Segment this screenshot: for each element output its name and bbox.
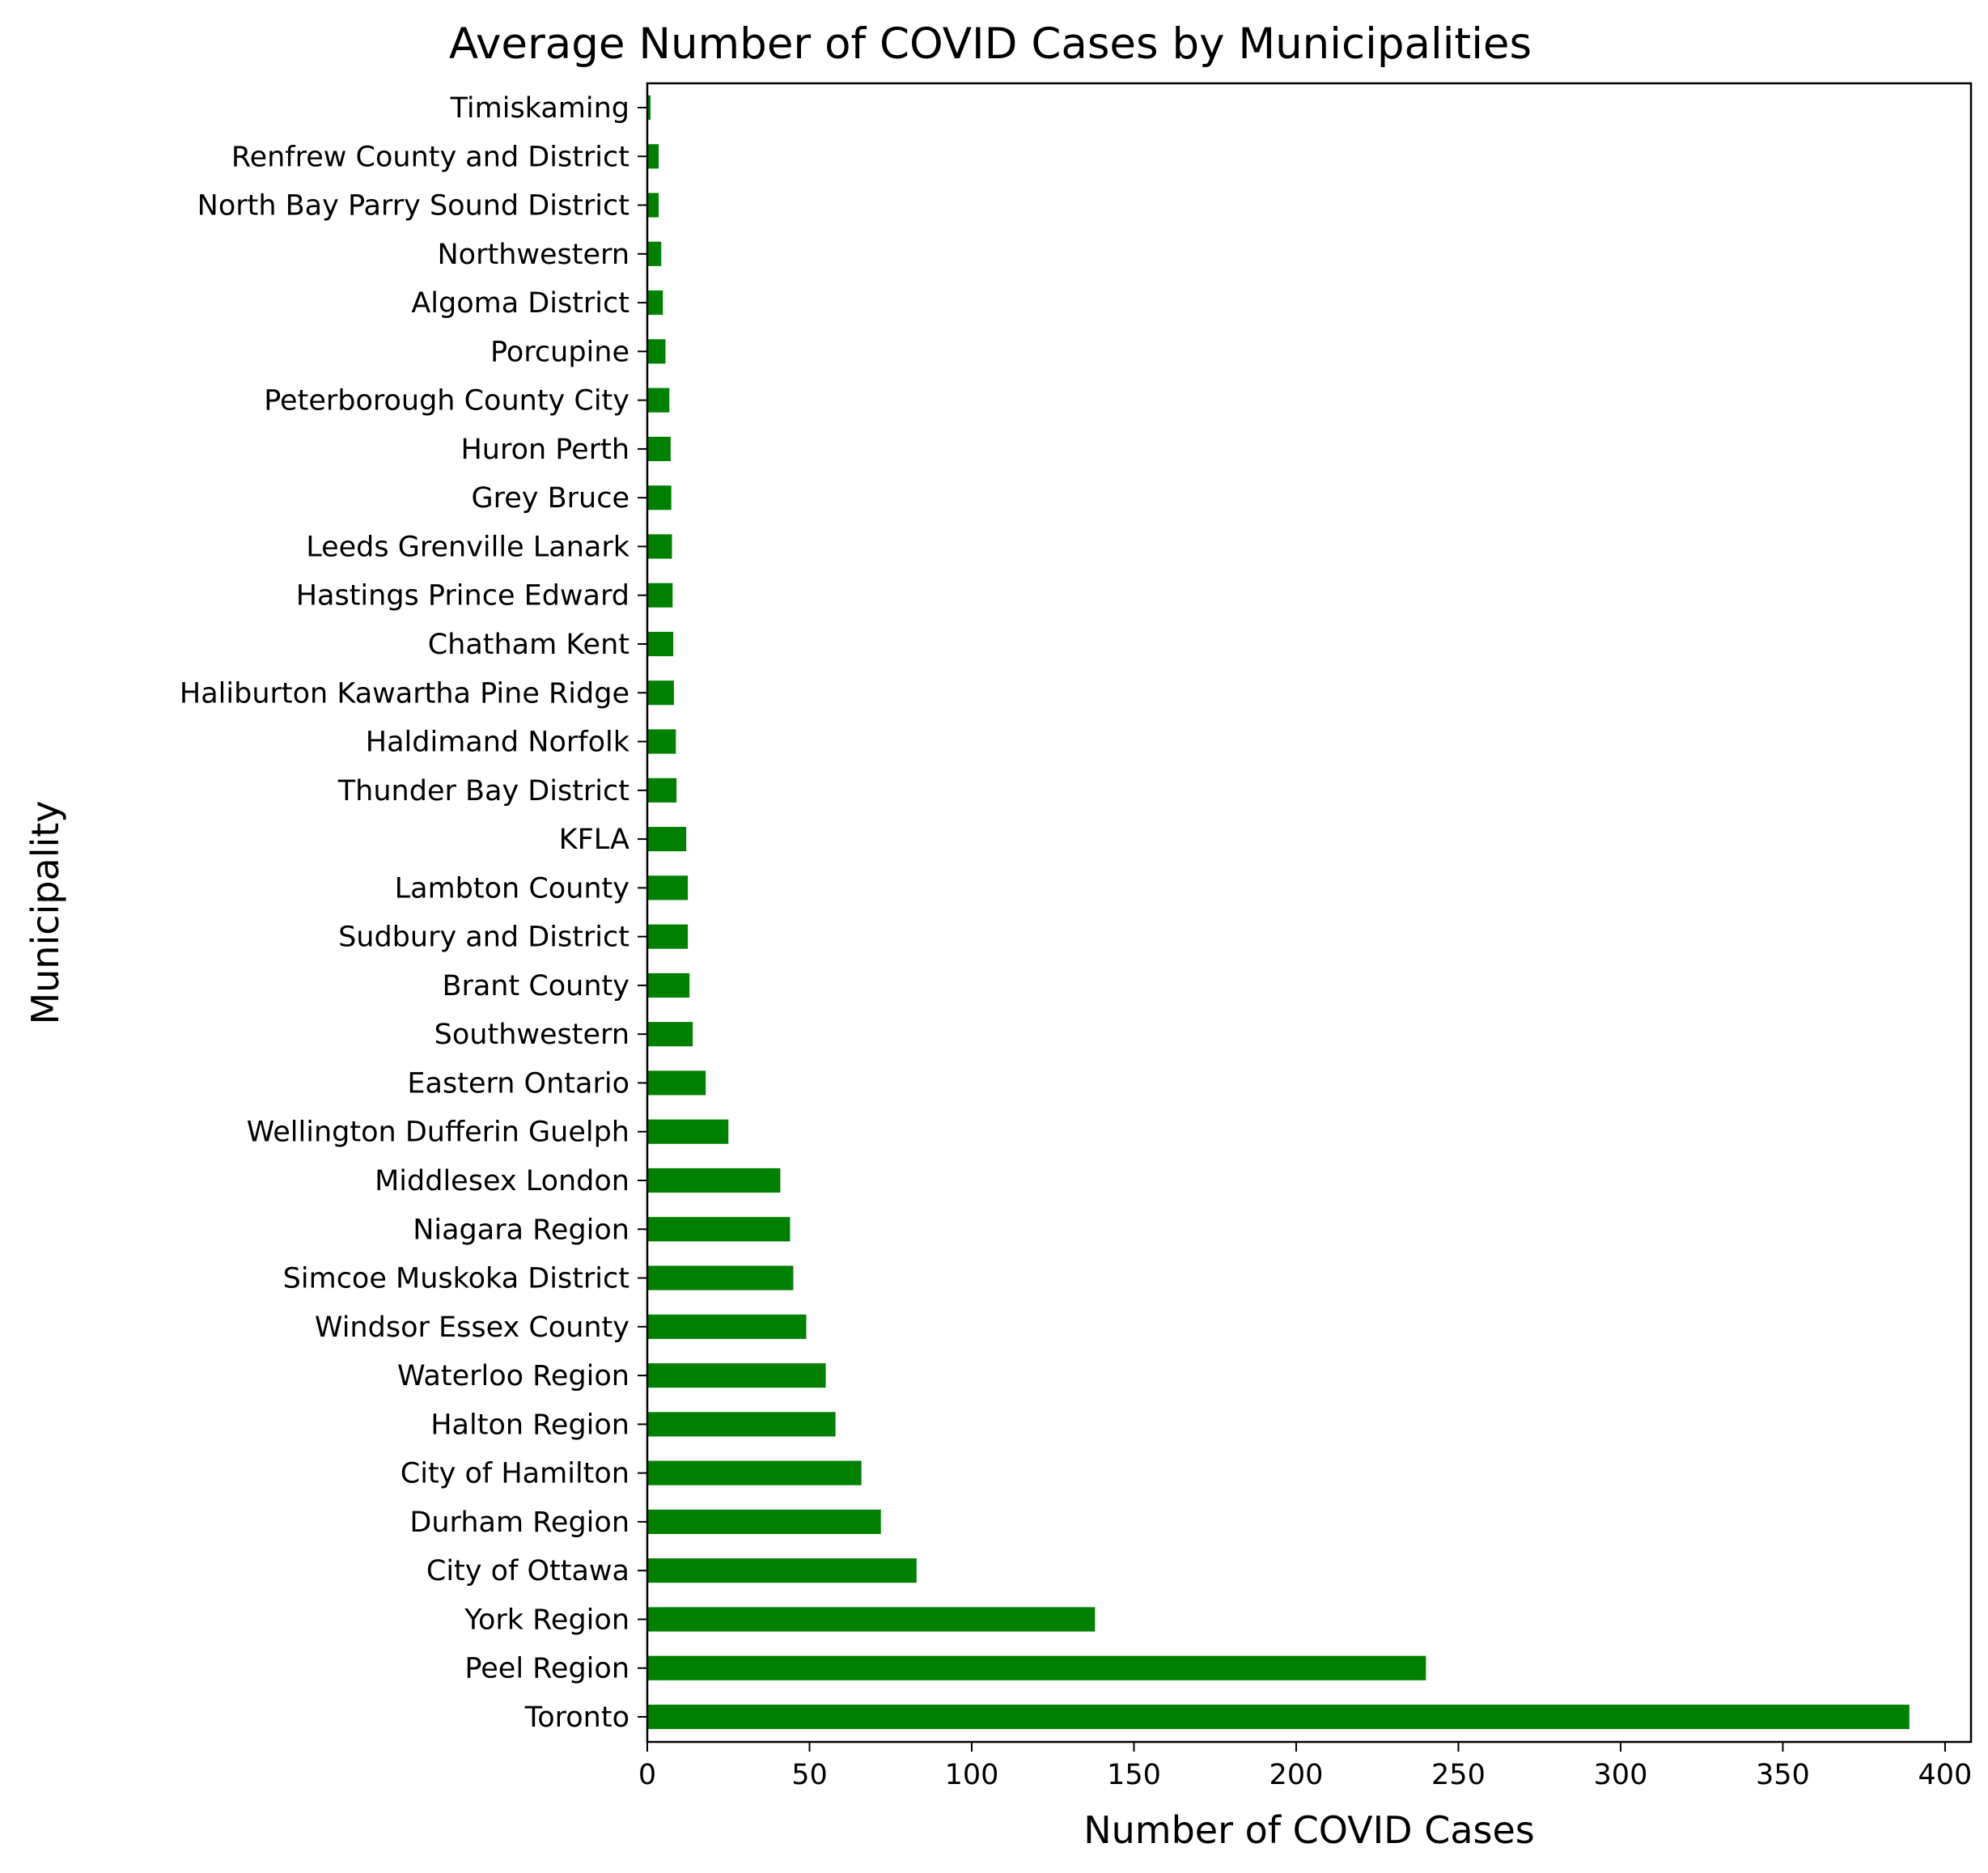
y-tick-label: Haliburton Kawartha Pine Ridge — [180, 677, 629, 710]
x-tick-label: 100 — [945, 1759, 999, 1791]
bar — [647, 827, 687, 852]
y-tick-label: Algoma District — [411, 287, 629, 320]
y-tick-label: Lambton County — [395, 872, 629, 905]
bar — [647, 583, 673, 608]
y-tick-label: Leeds Grenville Lanark — [306, 531, 629, 563]
y-tick-label: Southwestern — [434, 1019, 629, 1051]
y-tick-label: Grey Bruce — [472, 482, 629, 515]
bar — [647, 1119, 729, 1144]
y-tick-label: Peel Region — [464, 1653, 629, 1685]
y-tick-label: Huron Perth — [460, 434, 629, 466]
y-tick-label: Durham Region — [409, 1506, 629, 1539]
bar — [647, 1314, 807, 1339]
bar — [647, 144, 659, 169]
bar — [647, 875, 689, 900]
y-tick-label: Timiskaming — [450, 92, 629, 125]
bar — [647, 631, 674, 657]
y-tick-label: KFLA — [559, 824, 629, 856]
bar — [647, 1655, 1426, 1680]
y-tick-label: Renfrew County and District — [231, 141, 629, 173]
x-tick-label: 400 — [1918, 1759, 1973, 1791]
bar — [647, 1460, 862, 1485]
bar — [647, 1607, 1096, 1632]
bar — [647, 1704, 1910, 1730]
bar — [647, 534, 672, 559]
bar — [647, 1217, 791, 1242]
y-tick-label: Peterborough County City — [264, 385, 629, 417]
bar — [647, 1412, 836, 1437]
y-tick-label: Eastern Ontario — [407, 1067, 629, 1100]
y-tick-label: York Region — [464, 1604, 629, 1636]
bar — [647, 95, 651, 121]
bar — [647, 339, 666, 364]
bar — [647, 388, 670, 413]
y-tick-label: City of Hamilton — [401, 1458, 629, 1490]
y-tick-label: Haldimand Norfolk — [366, 727, 630, 759]
y-tick-label: Brant County — [442, 970, 629, 1002]
x-axis-ticks: 0 50 100 150 200 250 300 350 400 — [638, 1742, 1972, 1791]
x-tick-label: 0 — [638, 1759, 656, 1791]
y-tick-label: Toronto — [524, 1701, 629, 1734]
bar — [647, 729, 676, 754]
bar — [647, 924, 689, 949]
plot-frame — [646, 82, 1973, 1744]
bar — [647, 778, 677, 803]
bar — [647, 1265, 794, 1290]
bar — [647, 1363, 826, 1388]
y-tick-label: Chatham Kent — [428, 629, 629, 661]
y-axis-ticks: Toronto Peel Region York Region City of Ott… — [180, 92, 647, 1734]
x-tick-label: 350 — [1756, 1759, 1810, 1791]
y-tick-label: Wellington Dufferin Guelph — [247, 1117, 629, 1149]
bar — [647, 1558, 917, 1583]
y-tick-label: Northwestern — [438, 239, 630, 271]
y-tick-label: Windsor Essex County — [315, 1312, 629, 1344]
y-tick-label: Halton Region — [430, 1409, 629, 1441]
x-tick-label: 200 — [1270, 1759, 1324, 1791]
y-axis-label: Municipality — [23, 800, 67, 1024]
x-tick-label: 50 — [791, 1759, 828, 1791]
x-axis-label: Number of COVID Cases — [1083, 1808, 1535, 1852]
x-tick-label: 250 — [1431, 1759, 1486, 1791]
y-tick-label: Middlesex London — [375, 1165, 629, 1197]
bar — [647, 485, 672, 511]
bar — [647, 1022, 693, 1047]
x-tick-label: 150 — [1107, 1759, 1161, 1791]
bar — [647, 436, 671, 461]
y-tick-label: Niagara Region — [413, 1214, 629, 1246]
y-tick-label: North Bay Parry Sound District — [197, 190, 629, 222]
y-tick-label: Thunder Bay District — [337, 775, 629, 807]
bar — [647, 241, 662, 266]
bar — [647, 973, 690, 998]
chart-title: Average Number of COVID Cases by Municip… — [449, 19, 1532, 69]
y-tick-label: City of Ottawa — [426, 1555, 629, 1587]
y-tick-label: Hastings Prince Edward — [296, 580, 629, 612]
bar — [647, 1509, 881, 1534]
bar — [647, 193, 659, 218]
bar — [647, 290, 663, 316]
bar — [647, 1167, 781, 1193]
bars-group — [647, 95, 1910, 1730]
bar — [647, 1070, 706, 1095]
y-tick-label: Porcupine — [490, 336, 629, 368]
x-tick-label: 300 — [1594, 1759, 1648, 1791]
y-tick-label: Simcoe Muskoka District — [283, 1263, 629, 1295]
bar — [647, 680, 674, 706]
y-tick-label: Waterloo Region — [397, 1360, 629, 1392]
y-tick-label: Sudbury and District — [338, 922, 629, 954]
